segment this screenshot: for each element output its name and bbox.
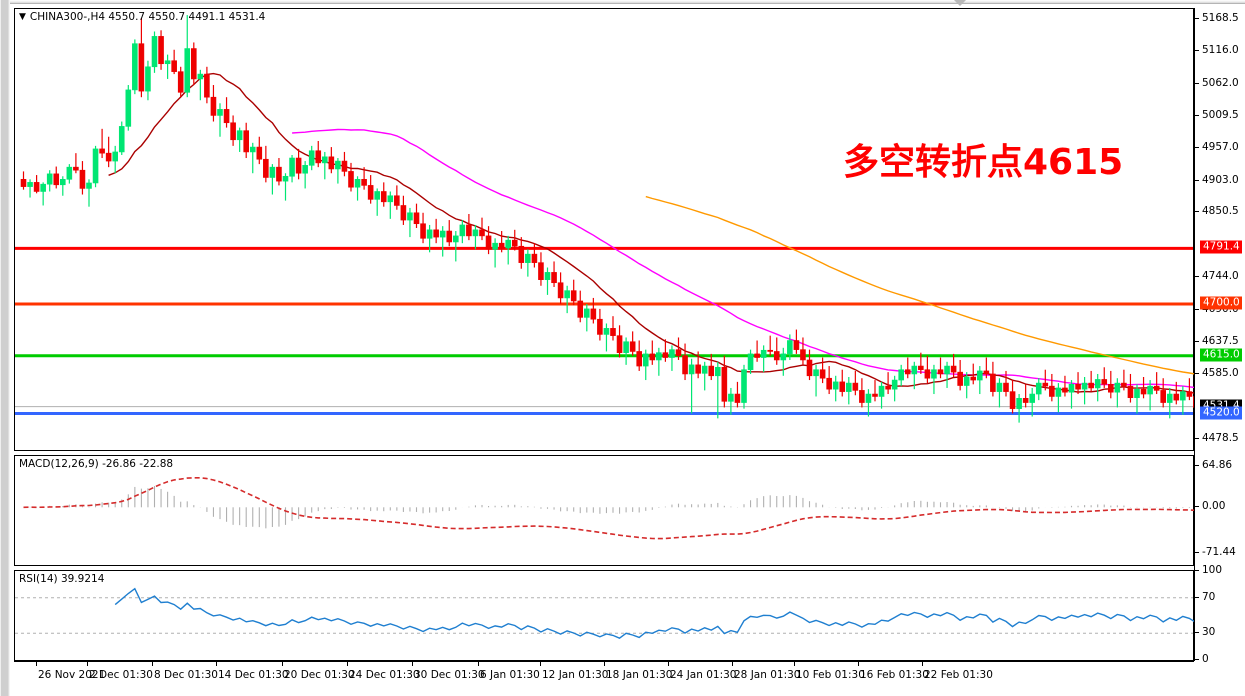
scale-tick	[1194, 596, 1199, 598]
time-tick	[87, 661, 88, 666]
time-tick	[216, 661, 217, 666]
scale-tick	[1194, 82, 1199, 84]
price-pane[interactable]: ▼ CHINA300-,H4 4550.7 4550.7 4491.1 4531.…	[14, 8, 1245, 451]
scale-tick	[1194, 211, 1199, 213]
scale-tick	[1194, 506, 1199, 508]
scale-tick	[1194, 18, 1199, 20]
time-tick-label: 30 Dec 01:30	[414, 669, 485, 681]
price-tick-label: 5116.0	[1202, 43, 1239, 56]
price-tick-label: 5009.5	[1202, 108, 1239, 121]
time-tick-label: 28 Jan 01:30	[734, 669, 801, 681]
scale-tick	[1194, 309, 1199, 311]
time-tick-label: 6 Jan 01:30	[480, 669, 540, 681]
time-tick-label: 16 Feb 01:30	[860, 669, 929, 681]
scale-tick	[1194, 146, 1199, 148]
scale-tick	[1194, 632, 1199, 634]
macd-label: MACD(12,26,9) -26.86 -22.88	[19, 458, 174, 470]
time-tick-label: 10 Feb 01:30	[796, 669, 865, 681]
macd-tick-label: 0.00	[1202, 500, 1226, 513]
time-tick-label: 20 Dec 01:30	[284, 669, 355, 681]
rsi-tick-label: 0	[1202, 653, 1209, 665]
time-tick	[858, 661, 859, 666]
scale-tick	[1194, 552, 1199, 554]
price-level-label[interactable]: 4791.4	[1200, 240, 1242, 254]
price-level-label[interactable]: 4615.0	[1200, 348, 1242, 362]
time-tick-label: 12 Jan 01:30	[542, 669, 609, 681]
rsi-tick-label: 30	[1202, 626, 1216, 639]
price-level-label[interactable]: 4520.0	[1200, 406, 1242, 419]
macd-tick-label: 64.86	[1202, 458, 1233, 471]
scale-tick	[1194, 437, 1199, 439]
chart-top-marker-icon	[954, 0, 966, 6]
chart-annotation: 多空转折点4615	[843, 142, 1124, 183]
time-tick-label: 22 Feb 01:30	[924, 669, 993, 681]
time-tick-label: 26 Nov 2021	[38, 669, 106, 681]
scale-tick	[1194, 114, 1199, 116]
collapse-caret-icon[interactable]: ▼	[19, 12, 26, 22]
price-canvas	[15, 15, 1245, 426]
price-tick-label: 4637.5	[1202, 335, 1239, 348]
time-tick	[36, 661, 37, 666]
macd-tick-label: -71.44	[1202, 546, 1236, 559]
time-tick	[478, 661, 479, 666]
time-tick-label: 8 Dec 01:30	[154, 669, 218, 681]
time-tick-label: 24 Dec 01:30	[349, 669, 420, 681]
time-tick	[794, 661, 795, 666]
price-tick-label: 5062.0	[1202, 76, 1239, 89]
left-scrollbar[interactable]	[0, 0, 10, 696]
scale-tick	[1194, 659, 1199, 660]
price-tick-label: 4957.0	[1202, 140, 1239, 153]
scale-tick	[1194, 372, 1199, 374]
time-tick	[152, 661, 153, 666]
scale-tick	[1194, 276, 1199, 278]
scrollbar-thumb[interactable]	[1, 0, 8, 696]
rsi-tick-label: 100	[1202, 564, 1223, 576]
rsi-pane[interactable]: RSI(14) 39.9214	[14, 570, 1245, 661]
time-tick	[540, 661, 541, 666]
scale-tick	[1194, 464, 1199, 466]
symbol-header-text: CHINA300-,H4 4550.7 4550.7 4491.1 4531.4	[29, 11, 266, 23]
time-tick	[922, 661, 923, 666]
window-top-edge	[10, 0, 1245, 4]
time-tick	[732, 661, 733, 666]
time-tick	[412, 661, 413, 666]
time-tick-label: 18 Jan 01:30	[606, 669, 673, 681]
time-tick	[668, 661, 669, 666]
price-tick-label: 5168.5	[1202, 12, 1239, 25]
price-tick-label: 4850.5	[1202, 205, 1239, 218]
scale-tick	[1194, 570, 1199, 571]
time-tick	[347, 661, 348, 666]
scale-tick	[1194, 49, 1199, 51]
price-tick-label: 4478.5	[1202, 431, 1239, 444]
price-tick-label: 4744.0	[1202, 270, 1239, 283]
macd-pane[interactable]: MACD(12,26,9) -26.86 -22.88	[14, 455, 1245, 566]
rsi-label: RSI(14) 39.9214	[19, 573, 105, 585]
time-tick-label: 14 Dec 01:30	[218, 669, 289, 681]
scale-tick	[1194, 341, 1199, 343]
scale-axis-line	[1194, 8, 1195, 661]
scale-tick	[1194, 179, 1199, 181]
symbol-header: ▼ CHINA300-,H4 4550.7 4550.7 4491.1 4531.…	[19, 11, 265, 23]
rsi-canvas	[15, 587, 1245, 640]
price-level-label[interactable]: 4700.0	[1200, 296, 1242, 310]
time-axis: 26 Nov 2021 2 Dec 01:30 8 Dec 01:30 14 Dec …	[14, 661, 1194, 691]
time-tick-label: 24 Jan 01:30	[670, 669, 737, 681]
price-scale[interactable]: 5168.5 5116.0 5062.0 5009.5 4957.0 4903.0 4850…	[1194, 8, 1245, 665]
chart-plot-area: ▼ CHINA300-,H4 4550.7 4550.7 4491.1 4531.…	[14, 0, 1245, 696]
price-tick-label: 4903.0	[1202, 173, 1239, 186]
time-tick-label: 2 Dec 01:30	[89, 669, 153, 681]
time-tick	[604, 661, 605, 666]
time-tick	[282, 661, 283, 666]
rsi-tick-label: 70	[1202, 590, 1216, 603]
macd-canvas	[23, 477, 1245, 540]
price-tick-label: 4585.0	[1202, 366, 1239, 379]
